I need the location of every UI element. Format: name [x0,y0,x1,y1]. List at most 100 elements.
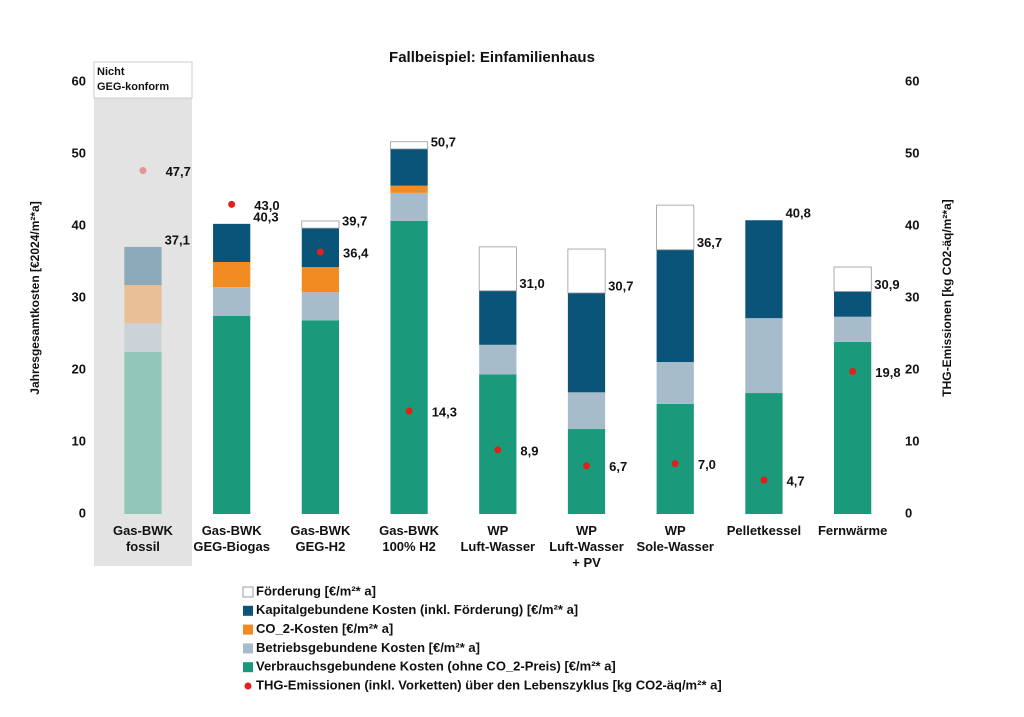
x-tick-label: Gas-BWK fossil [113,523,174,554]
bar-segment [745,393,783,514]
legend-swatch [244,682,252,690]
bar-segment [301,320,340,514]
bar-segment [745,220,783,319]
total-label: 40,8 [786,206,811,221]
x-tick-line: Sole-Wasser [636,539,714,554]
total-label: 40,3 [253,209,278,224]
x-tick-line: Gas-BWK [113,523,174,538]
emission-point [671,460,679,468]
bar-segment [301,292,340,321]
x-tick-label: WP Sole-Wasser [636,523,714,554]
bar-segment [213,287,251,316]
bar-segment [301,220,340,229]
y-tick-label: 50 [72,145,86,160]
x-tick-label: WP Luft-Wasser [460,523,535,554]
legend-label: THG-Emissionen (inkl. Vorketten) über de… [256,677,722,692]
x-tick-label: Fernwärme [818,523,887,538]
x-tick-line: Luft-Wasser [460,539,535,554]
bar-segment [656,204,695,251]
bar-segment [833,266,872,292]
legend-label: Betriebsgebundene Kosten [€/m²* a] [256,640,480,655]
legend-label: CO_2-Kosten [€/m²* a] [256,621,393,636]
y2-tick-label: 10 [905,433,919,448]
y2-tick-label: 40 [905,217,919,232]
bar-segment [301,267,340,293]
y2-tick-label: 0 [905,505,912,520]
legend-swatch [243,662,253,673]
x-tick-line: Gas-BWK [290,523,351,538]
y-tick-label: 0 [79,505,86,520]
x-tick-label: Pelletkessel [727,523,801,538]
bar-segment [390,192,428,221]
bar-segment [656,249,694,363]
bar-segment [478,246,517,292]
x-tick-label: Gas-BWK GEG-Biogas [193,523,270,554]
legend-label: Verbrauchsgebundene Kosten (ohne CO_2-Pr… [256,659,616,674]
emission-point [405,407,413,415]
bar-segment [834,291,872,317]
emission-label: 14,3 [432,404,457,419]
annotation-line: GEG-konform [97,81,169,93]
emission-label: 19,8 [875,365,900,380]
emission-label: 8,9 [520,443,538,458]
total-label: 30,9 [874,277,899,292]
x-tick-line: Luft-Wasser [549,539,624,554]
x-tick-line: 100% H2 [382,539,435,554]
x-tick-line: GEG-H2 [295,539,345,554]
x-tick-label: Gas-BWK 100% H2 [379,523,440,554]
bar-segment [390,220,428,514]
emission-point [849,367,857,375]
bar-segment [213,262,251,288]
total-label: 36,7 [697,235,722,250]
x-tick-line: Fernwärme [818,523,887,538]
bar-segment [124,285,162,324]
emission-point [228,200,236,208]
legend-swatch [243,624,253,635]
x-tick-line: WP [665,523,686,538]
emission-label: 36,4 [343,245,369,260]
x-tick-label: Gas-BWK GEG-H2 [290,523,351,554]
y-tick-label: 20 [72,361,86,376]
x-tick-line: + PV [572,555,601,570]
shaded-region [94,62,192,566]
bar-segment [567,292,606,393]
annotation: Nicht GEG-konform [97,66,169,93]
legend-swatch [243,605,253,616]
bar-segment [213,223,251,262]
emission-point [316,248,324,256]
bar-segment [213,316,251,514]
y2-tick-label: 30 [905,289,919,304]
y-axis-title: Jahresgesamtkosten [€2024/m²*a] [28,201,42,394]
total-label: 50,7 [431,134,456,149]
x-tick-line: Gas-BWK [202,523,263,538]
annotation-line: Nicht [97,66,125,78]
bar-segment [745,318,783,394]
emission-label: 43,0 [254,198,279,213]
legend-label: Förderung [€/m²* a] [256,583,376,598]
x-tick-line: Gas-BWK [379,523,440,538]
total-label: 39,7 [342,214,367,229]
bar-segment [834,316,872,342]
total-label: 30,7 [608,278,633,293]
emission-point [494,446,502,454]
x-tick-line: Pelletkessel [727,523,801,538]
bar-segment [390,148,428,186]
bar-segment [656,362,694,404]
emission-label: 47,7 [166,164,191,179]
x-tick-line: WP [576,523,597,538]
bar-segment [390,141,429,150]
bar-segment [479,290,517,345]
bar-segment [656,403,694,514]
bar-segment [479,374,517,514]
y-tick-label: 40 [72,217,86,232]
bar-segment [301,228,340,268]
bar-segment [834,341,872,514]
emission-point [760,476,768,484]
x-tick-line: fossil [126,539,160,554]
y2-axis-title: THG-Emissionen [kg CO2-äq/m²*a] [940,199,954,396]
emission-point [139,167,147,175]
x-tick-line: GEG-Biogas [193,539,270,554]
total-label: 31,0 [519,276,544,291]
legend-swatch [242,586,254,598]
